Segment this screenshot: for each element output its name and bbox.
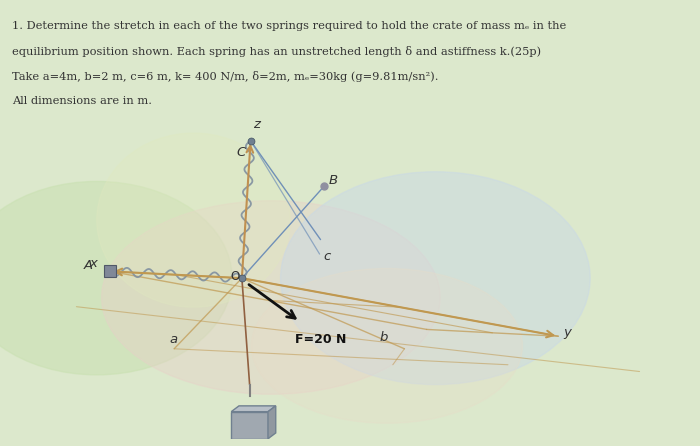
Polygon shape [231, 412, 268, 439]
Text: 1. Determine the stretch in each of the two springs required to hold the crate o: 1. Determine the stretch in each of the … [12, 21, 566, 31]
Text: a: a [170, 333, 178, 346]
Text: O: O [230, 270, 239, 283]
Text: x: x [89, 256, 97, 269]
Text: z: z [253, 118, 260, 131]
Text: equilibrium position shown. Each spring has an unstretched length δ and astiffne: equilibrium position shown. Each spring … [12, 46, 540, 57]
Ellipse shape [0, 182, 232, 375]
Text: y: y [563, 326, 571, 339]
Ellipse shape [97, 133, 290, 307]
Polygon shape [268, 406, 276, 439]
Text: C: C [236, 145, 245, 159]
Ellipse shape [102, 201, 440, 394]
Ellipse shape [251, 268, 522, 423]
Text: b: b [380, 331, 389, 344]
Text: A: A [83, 260, 92, 273]
Text: B: B [329, 173, 338, 186]
Polygon shape [231, 406, 276, 412]
Text: Take a=4m, b=2 m, c=6 m, k= 400 N/m, δ=2m, mₑ=30kg (g=9.81m/sn²).: Take a=4m, b=2 m, c=6 m, k= 400 N/m, δ=2… [12, 71, 438, 82]
Text: c: c [323, 250, 330, 263]
Text: F=20 N: F=20 N [295, 333, 346, 346]
Text: All dimensions are in m.: All dimensions are in m. [12, 96, 152, 106]
Ellipse shape [281, 172, 590, 384]
